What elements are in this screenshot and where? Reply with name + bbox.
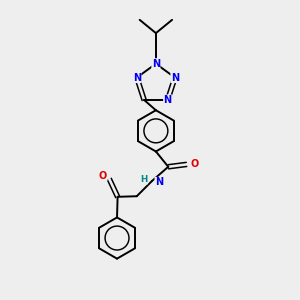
Text: H: H — [140, 175, 148, 184]
Text: O: O — [99, 171, 107, 181]
Text: O: O — [190, 159, 198, 170]
Text: N: N — [133, 73, 141, 82]
Text: N: N — [171, 73, 179, 82]
Text: N: N — [152, 59, 160, 69]
Text: N: N — [155, 177, 163, 188]
Text: N: N — [164, 95, 172, 105]
